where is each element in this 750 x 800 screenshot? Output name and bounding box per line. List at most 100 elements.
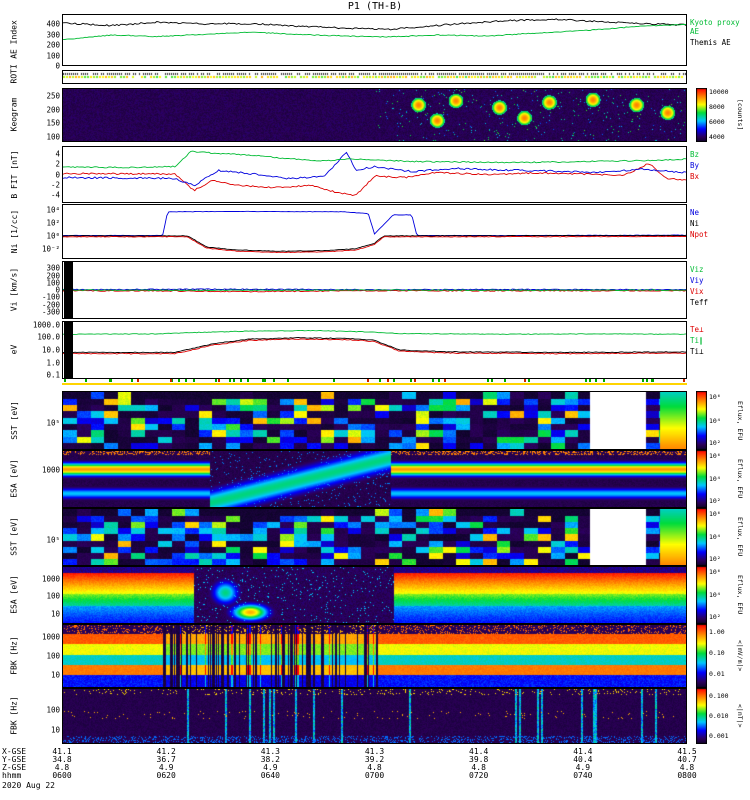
axis-value: 34.8 <box>52 755 72 764</box>
sst_i-colorbar <box>696 508 707 566</box>
sst_i-colorbar-tick: 10⁴ <box>709 533 721 541</box>
axis-row-label-hhmm: hhmm <box>2 771 22 780</box>
esa_e-colorbar <box>696 450 707 508</box>
bfit-ytick: 0 <box>55 170 60 179</box>
fbk_b-colorbar-unit: <|nT|> <box>736 704 744 728</box>
temp-ytick: 10.0 <box>41 345 60 355</box>
keogram-ytick: 100 <box>46 132 60 142</box>
quality-flag-dash <box>110 379 113 382</box>
quality-flag-dash <box>228 379 231 382</box>
sst_e-panel <box>62 391 687 450</box>
axis-value: 36.7 <box>156 755 176 764</box>
quality-flag-dash <box>170 379 173 382</box>
temp-ytick: 100.0 <box>37 332 60 342</box>
vi-ytick: -200 <box>41 300 60 309</box>
sst_i-colorbar-tick: 10⁶ <box>709 509 721 518</box>
keogram-spectrogram <box>63 89 686 141</box>
quality-flag-dash <box>239 379 242 382</box>
sst_i-ytick: 10⁵ <box>46 535 60 545</box>
axis-value: 0620 <box>156 771 176 780</box>
temp-legend-Ti⊥: Ti⊥ <box>690 347 704 356</box>
ae-ytick: 300 <box>46 30 60 40</box>
sst_i-ylabel: SST [eV] <box>9 517 19 556</box>
quality-flag-dash <box>218 379 221 382</box>
quality-flag-dash <box>192 379 195 382</box>
sst_i-panel <box>62 508 687 566</box>
ni-legend-Ni: Ni <box>690 219 700 228</box>
bfit-series-Bz <box>63 150 686 169</box>
temp-ytick: 1.0 <box>46 358 60 368</box>
keogram-ytick: 250 <box>46 91 60 101</box>
quality-flag-dash <box>503 379 506 382</box>
quality-flag-dash <box>185 379 188 382</box>
vi-legend-Viy: Viy <box>690 276 704 285</box>
quality-flag-dash <box>178 379 181 382</box>
temp-ytick: 0.1 <box>46 370 60 380</box>
separator-line <box>62 383 687 385</box>
fbk_b-ytick: 10 <box>50 725 60 735</box>
sst_e-ylabel: SST [eV] <box>9 400 19 440</box>
ae-ytick: 400 <box>46 19 60 29</box>
ni-ytick: 10⁰ <box>46 231 60 241</box>
fbk_e-colorbar <box>696 624 707 688</box>
bfit-ytick: 2 <box>55 159 60 169</box>
keogram-ytick: 150 <box>46 118 60 128</box>
temp-datagap-bar <box>64 322 73 378</box>
fbk_e-colorbar-unit: <|mV/m|> <box>736 640 744 672</box>
esa_i-colorbar-tick: 10⁴ <box>709 591 721 599</box>
axis-value: 40.4 <box>573 755 593 764</box>
vi-datagap-bar <box>64 262 73 318</box>
quality-flag-dash <box>432 379 435 382</box>
quality-flag-dash <box>594 379 597 382</box>
esa_e-colorbar-unit: Eflux, EFU <box>736 459 744 499</box>
esa_i-ylabel: ESA [eV] <box>9 575 19 614</box>
fbk_b-panel <box>62 688 687 744</box>
axis-value: 41.3 <box>364 747 385 756</box>
ni-series-Ne <box>63 210 686 237</box>
sst_e-colorbar-unit: Eflux, EFU <box>736 400 744 441</box>
vi-ytick: -300 <box>41 307 60 317</box>
quality-flag-dash <box>437 379 440 382</box>
bfit-ylabel: B FIT [nT] <box>9 149 19 199</box>
temp-ylabel: eV <box>9 344 19 355</box>
axis-value: 41.3 <box>260 747 280 756</box>
bfit-panel <box>62 146 687 203</box>
esa_e-spectrogram <box>63 451 686 507</box>
fbk_b-spectrogram <box>63 689 686 743</box>
sst_i-spectrogram <box>63 509 686 565</box>
quality-flag-dash <box>602 379 605 382</box>
ae-ytick: 200 <box>46 40 60 50</box>
fbk_e-colorbar-tick: 0.10 <box>709 648 725 657</box>
esa_i-colorbar-unit: Eflux, EFU <box>736 575 744 615</box>
quality-flag-dash <box>232 379 235 382</box>
axis-value: 38.2 <box>260 755 280 764</box>
axis-value: 40.7 <box>677 755 697 764</box>
esa_i-panel <box>62 566 687 624</box>
vi-ytick: -100 <box>41 292 60 302</box>
ae-panel <box>62 14 687 66</box>
quality-flag-dash <box>171 379 174 382</box>
keogram-panel <box>62 88 687 142</box>
ae-ylabel: AE Index <box>9 20 19 59</box>
quality-flag-dash <box>64 379 67 382</box>
ni-panel <box>62 204 687 259</box>
sst_e-spectrogram <box>63 392 686 449</box>
ae-legend-Kyoto proxy AE: Kyoto proxy AE <box>690 18 740 36</box>
esa_i-colorbar <box>696 566 707 624</box>
axis-value: 4.9 <box>263 763 278 772</box>
vi-ytick: 300 <box>46 263 60 273</box>
vi-legend-Viz: Viz <box>690 265 704 274</box>
ni-ylabel: Ni [1/cc] <box>9 209 19 253</box>
quality-flag-dash <box>85 379 88 382</box>
keogram-ytick: 200 <box>46 105 60 115</box>
fbk_b-ylabel: FBK [Hz] <box>9 696 19 735</box>
keogram-ylabel: Keogram <box>9 97 19 132</box>
quality-flag-dash <box>491 379 494 382</box>
bfit-lineplot <box>63 150 686 196</box>
esa_i-ytick: 100 <box>46 591 60 601</box>
quality-flag-dash <box>641 379 644 382</box>
axis-value: 0720 <box>469 771 489 780</box>
quality-flag-dash <box>409 379 412 382</box>
bfit-series-By <box>63 151 686 187</box>
